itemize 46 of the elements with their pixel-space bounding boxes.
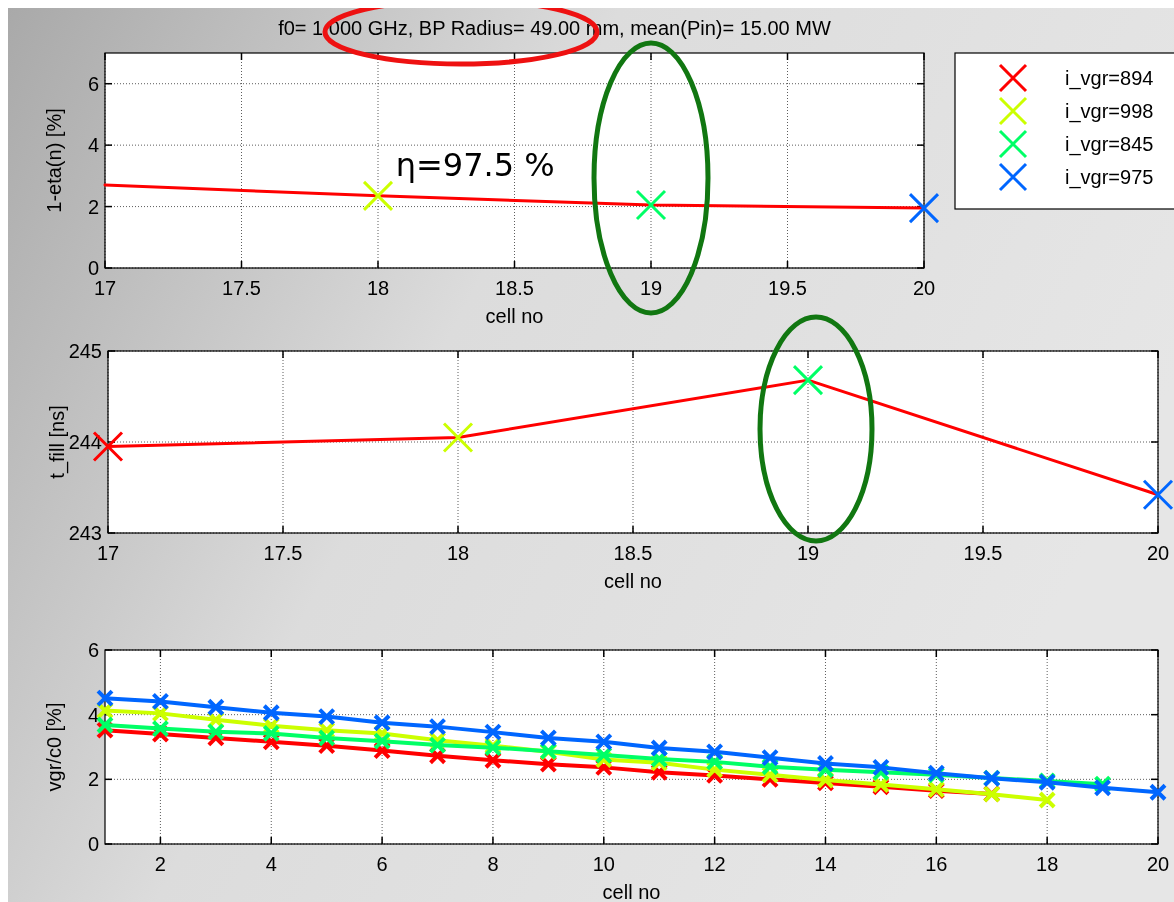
x-tick-label: 19 (639, 277, 663, 299)
legend-label: i_vgr=845 (1065, 133, 1154, 156)
x-tick-label: 6 (376, 853, 388, 875)
x-tick-label: 17.5 (263, 542, 303, 564)
y-tick-label: 6 (87, 72, 99, 95)
y-tick-label: 243 (68, 522, 102, 544)
x-axis-title: cell no (602, 881, 661, 902)
x-tick-label: 4 (265, 853, 277, 875)
x-tick-label: 12 (703, 853, 726, 875)
y-tick-label: 6 (87, 639, 99, 661)
x-tick-label: 18.5 (613, 542, 653, 564)
x-tick-label: 18 (366, 277, 390, 299)
legend-label: i_vgr=975 (1065, 166, 1154, 189)
x-tick-label: 14 (814, 853, 837, 875)
x-tick-label: 17.5 (222, 277, 261, 299)
y-tick-label: 2 (87, 768, 99, 791)
x-axis-title: cell no (485, 305, 544, 327)
legend-label: i_vgr=894 (1065, 67, 1154, 90)
y-tick-label: 0 (87, 257, 99, 279)
x-tick-label: 20 (1146, 853, 1170, 875)
y-axis-title: t_fill [ns] (46, 405, 69, 479)
legend-label: i_vgr=998 (1065, 100, 1154, 123)
y-axis-title: vgr/c0 [%] (43, 702, 65, 792)
y-tick-label: 245 (68, 340, 102, 362)
y-tick-label: 244 (68, 431, 102, 453)
y-tick-label: 0 (87, 833, 99, 855)
x-tick-label: 18.5 (495, 277, 534, 299)
y-axis-title: 1-eta(n) [%] (43, 108, 65, 213)
annotation: η=97.5 % (395, 145, 555, 184)
y-tick-label: 4 (87, 703, 99, 726)
x-tick-label: 17 (96, 542, 120, 564)
x-tick-label: 19.5 (768, 277, 807, 299)
x-tick-label: 2 (154, 853, 166, 875)
x-tick-label: 8 (487, 853, 499, 875)
y-tick-label: 4 (87, 134, 99, 157)
x-tick-label: 19.5 (963, 542, 1003, 564)
x-tick-label: 18 (1036, 853, 1059, 875)
x-tick-label: 17 (93, 277, 117, 299)
x-tick-label: 18 (446, 542, 470, 564)
x-tick-label: 20 (912, 277, 936, 299)
x-axis-title: cell no (604, 570, 662, 592)
y-tick-label: 2 (87, 195, 99, 218)
x-tick-label: 19 (796, 542, 820, 564)
x-tick-label: 10 (592, 853, 615, 875)
x-tick-label: 20 (1146, 542, 1170, 564)
x-tick-label: 16 (925, 853, 948, 875)
